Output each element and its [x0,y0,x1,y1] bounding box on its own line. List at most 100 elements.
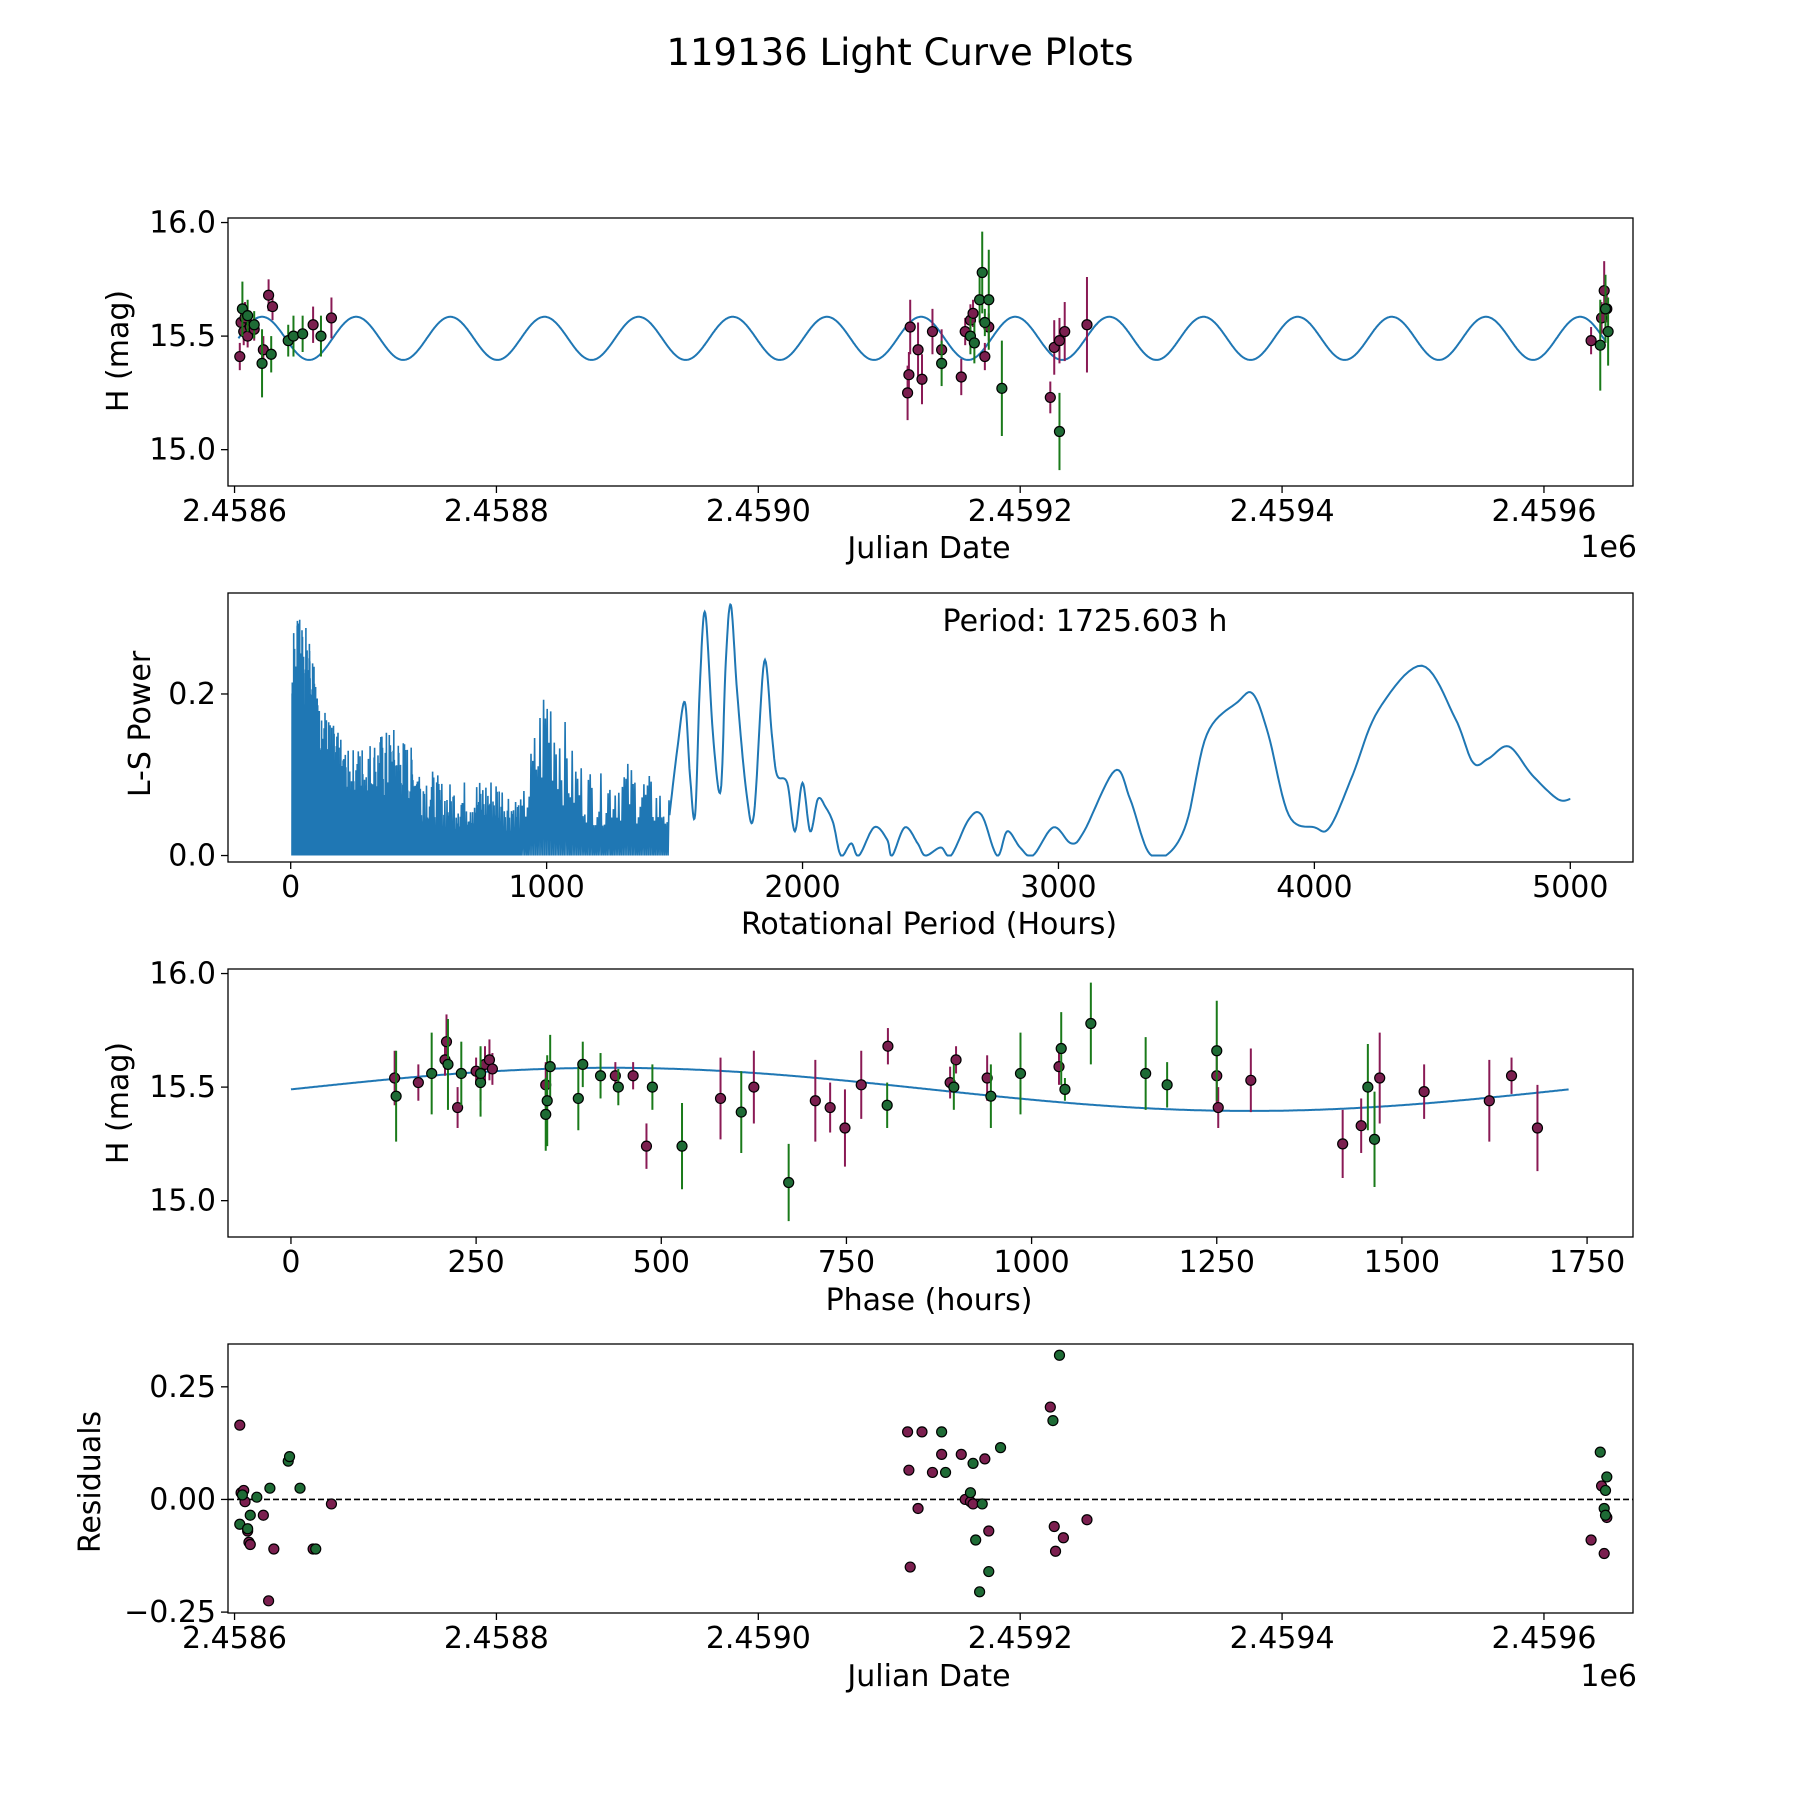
periodogram-xtick-label: 4000 [1276,870,1352,905]
residuals-data-point [1585,1534,1597,1546]
phasefold-data-point [714,1092,727,1105]
residuals-data-point [1599,1509,1612,1521]
phasefold-data-point [1374,1072,1386,1084]
phasefold-data-point [390,1090,402,1102]
residuals-plot-area [228,1349,1633,1607]
residuals-ytick-label: 0.25 [149,1370,216,1405]
phasefold-ytick-label: 15.0 [149,1184,216,1219]
phasefold-data-point [839,1122,851,1134]
figure-title: 119136 Light Curve Plots [666,31,1133,74]
phasefold-data-point [426,1067,438,1080]
lightcurve-xtick-label: 2.4596 [1491,494,1596,529]
residuals-data-point [234,1419,246,1431]
periodogram-plot-area [291,602,1571,857]
residuals-data-point [294,1482,306,1494]
phasefold-xtick-label: 1750 [1549,1245,1625,1280]
phasefold-data-point [1483,1095,1495,1107]
residuals-data-point [1599,1484,1612,1497]
phasefold-data-point [1418,1086,1430,1098]
lightcurve-data-point [979,316,991,329]
lightcurve-xtick-label: 2.4590 [706,494,811,529]
phasefold-ylabel: H (mag) [101,1042,136,1164]
lightcurve-data-point [1594,339,1606,351]
phasefold-ytick-label: 16.0 [149,957,216,992]
residuals-data-point [994,1442,1007,1454]
lightcurve-data-point [1598,285,1610,297]
phasefold-data-point [483,1054,496,1066]
residuals-data-point [310,1543,322,1555]
residuals-data-point [1057,1532,1070,1544]
phasefold-data-point [809,1095,821,1107]
periodogram-ytick-label: 0.0 [168,839,216,874]
lightcurve-data-point [955,371,967,383]
phasefold-data-point [1211,1045,1223,1057]
periodogram-xtick-label: 5000 [1532,870,1608,905]
lightcurve-ytick-label: 15.0 [149,433,216,468]
lightcurve-data-point [248,319,260,331]
lightcurve-data-point [903,369,915,381]
lightcurve-data-point [1081,319,1093,331]
lightcurve-xtick-label: 2.4588 [444,494,549,529]
phasefold-data-point [627,1070,639,1082]
residuals-offset-label: 1e6 [1580,1659,1637,1694]
residuals-data-point [1047,1414,1059,1427]
lightcurve-model-curve [237,315,1607,361]
phasefold-data-point [1085,1017,1097,1030]
phasefold-data-point [451,1101,464,1114]
phasefold-data-point [1161,1079,1173,1091]
residuals-data-point [926,1466,939,1479]
lightcurve-data-point [266,300,279,313]
residuals-data-point [967,1498,979,1510]
periodogram-ylabel: L-S Power [123,650,158,797]
phasefold-data-point [1337,1138,1349,1150]
phasefold-axes-frame [227,968,1634,1238]
phasefold-data-point [824,1101,836,1114]
lightcurve-panel: H (mag) Julian Date 1e6 2.4586 2.4588 2.45… [101,206,1637,566]
residuals-data-point [1594,1446,1606,1458]
lightcurve-data-point [307,319,319,331]
residuals-data-point [1601,1471,1613,1483]
lightcurve-data-point [901,387,914,399]
phasefold-data-point [1014,1067,1027,1080]
residuals-data-point [1598,1547,1610,1560]
phasefold-data-point [948,1081,960,1093]
lightcurve-data-point [325,312,338,324]
residuals-data-point [912,1502,924,1515]
phasefold-panel: H (mag) Phase (hours) 0 250 500 750 1000 1250… [101,957,1634,1318]
residuals-data-point [244,1509,256,1521]
lightcurve-data-point [242,310,254,322]
lightcurve-data-point [979,350,991,363]
residuals-panel: Residuals Julian Date 1e6 2.4586 2.4588 2.… [73,1343,1637,1694]
periodogram-panel: L-S Power Rotational Period (Hours) Peri… [123,592,1634,942]
residuals-data-point [903,1464,915,1476]
periodogram-axes-frame [227,592,1634,863]
phasefold-data-point [748,1081,760,1093]
residuals-data-point [1044,1401,1056,1413]
residuals-data-point [936,1426,948,1438]
residuals-xtick-label: 2.4596 [1491,1621,1596,1656]
phasefold-data-point [1505,1070,1518,1082]
lightcurve-data-point [968,337,980,349]
lightcurve-data-point [983,294,995,306]
phasefold-data-point [1362,1081,1374,1093]
lightcurve-data-point [1053,425,1066,438]
phasefold-data-point [676,1140,688,1152]
lightcurve-plot-area [234,231,1614,471]
phasefold-data-point [1053,1061,1065,1073]
lightcurve-data-point [904,321,916,333]
residuals-data-point [901,1426,914,1438]
phasefold-data-point [440,1036,453,1048]
lightcurve-ytick-label: 16.0 [149,206,216,241]
phasefold-data-point [594,1070,607,1082]
phasefold-data-point [735,1106,747,1118]
residuals-data-point [904,1561,916,1573]
residuals-data-point [242,1523,254,1535]
lightcurve-data-point [912,344,924,356]
phasefold-xtick-label: 1000 [993,1245,1069,1280]
residuals-ytick-label: 0.00 [149,1482,216,1517]
residuals-data-point [1048,1520,1060,1533]
residuals-data-point [264,1482,276,1494]
phasefold-data-point [1140,1067,1152,1080]
phasefold-data-point [640,1140,653,1152]
periodogram-xtick-label: 1000 [508,870,584,905]
